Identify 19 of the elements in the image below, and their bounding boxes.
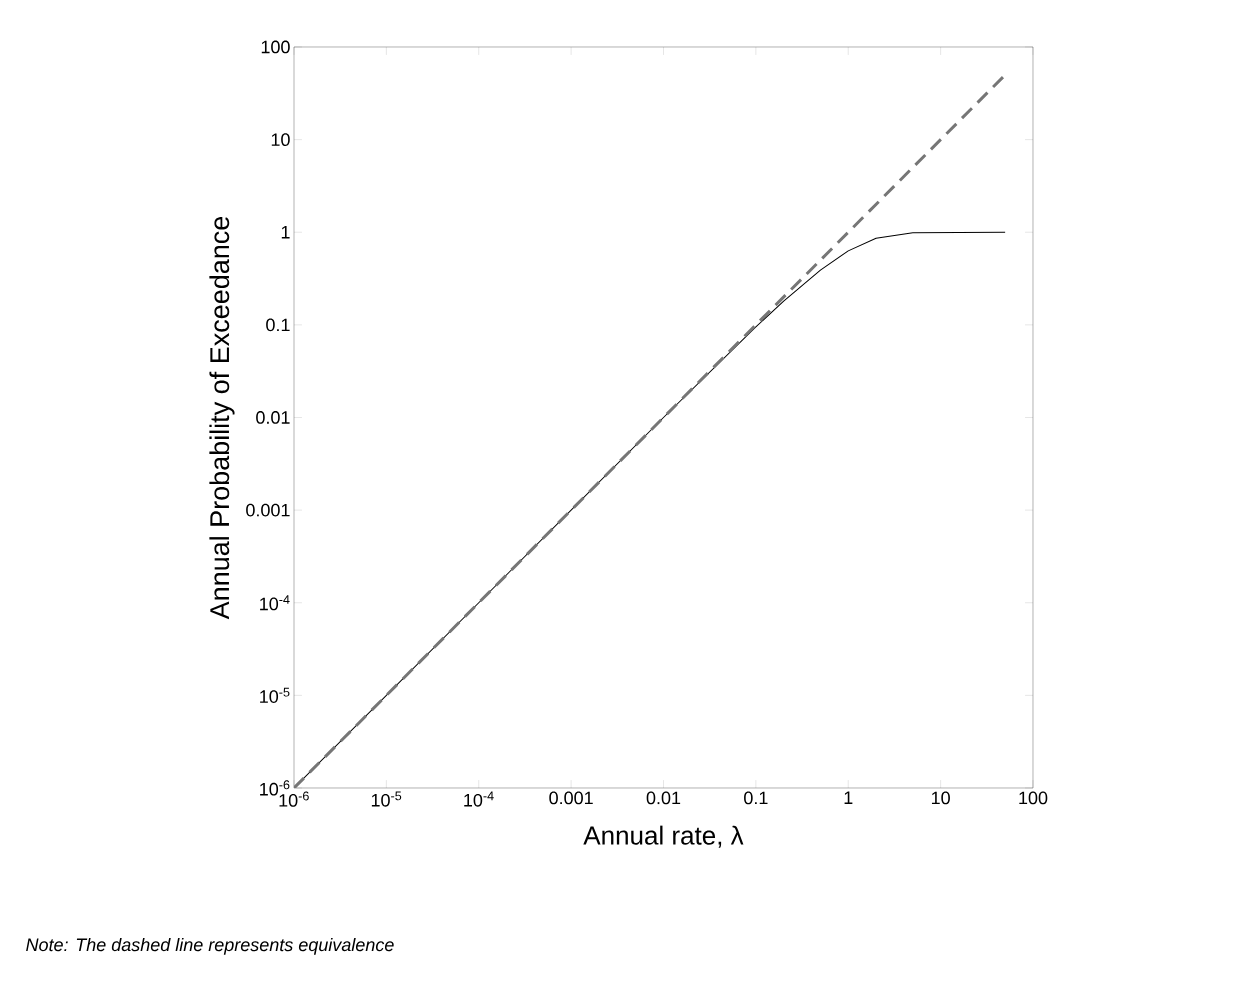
x-tick-label: 10$^{-5}$ [371,791,402,807]
y-axis-title: Annual Probability of Exceedance [209,216,235,620]
x-tick-label: 10 [931,791,950,805]
x-tick-label: 100 [1019,791,1048,805]
x-tick-label: 0.1 [744,791,768,805]
y-tick-label: 0.001 [246,503,290,517]
x-tick-label: 10$^{-4}$ [464,791,494,807]
y-tick-label: 10$^{-4}$ [260,595,290,611]
y-tick-label: 0.1 [266,318,290,332]
x-tick-label: 0.01 [646,791,681,805]
text: Note: The dashed line represents equivalence [26,937,394,955]
x-tick-label: 1 [844,791,853,804]
x-axis-title: Annual rate, λ [583,825,744,848]
x-tick-label: 0.001 [549,791,593,805]
y-tick-label: 0.01 [256,411,290,424]
y-tick-label: 1 [281,226,290,239]
y-tick-label: 10 [271,133,290,146]
y-tick-label: 10$^{-5}$ [260,687,290,703]
y-tick-label: 100 [261,40,290,54]
